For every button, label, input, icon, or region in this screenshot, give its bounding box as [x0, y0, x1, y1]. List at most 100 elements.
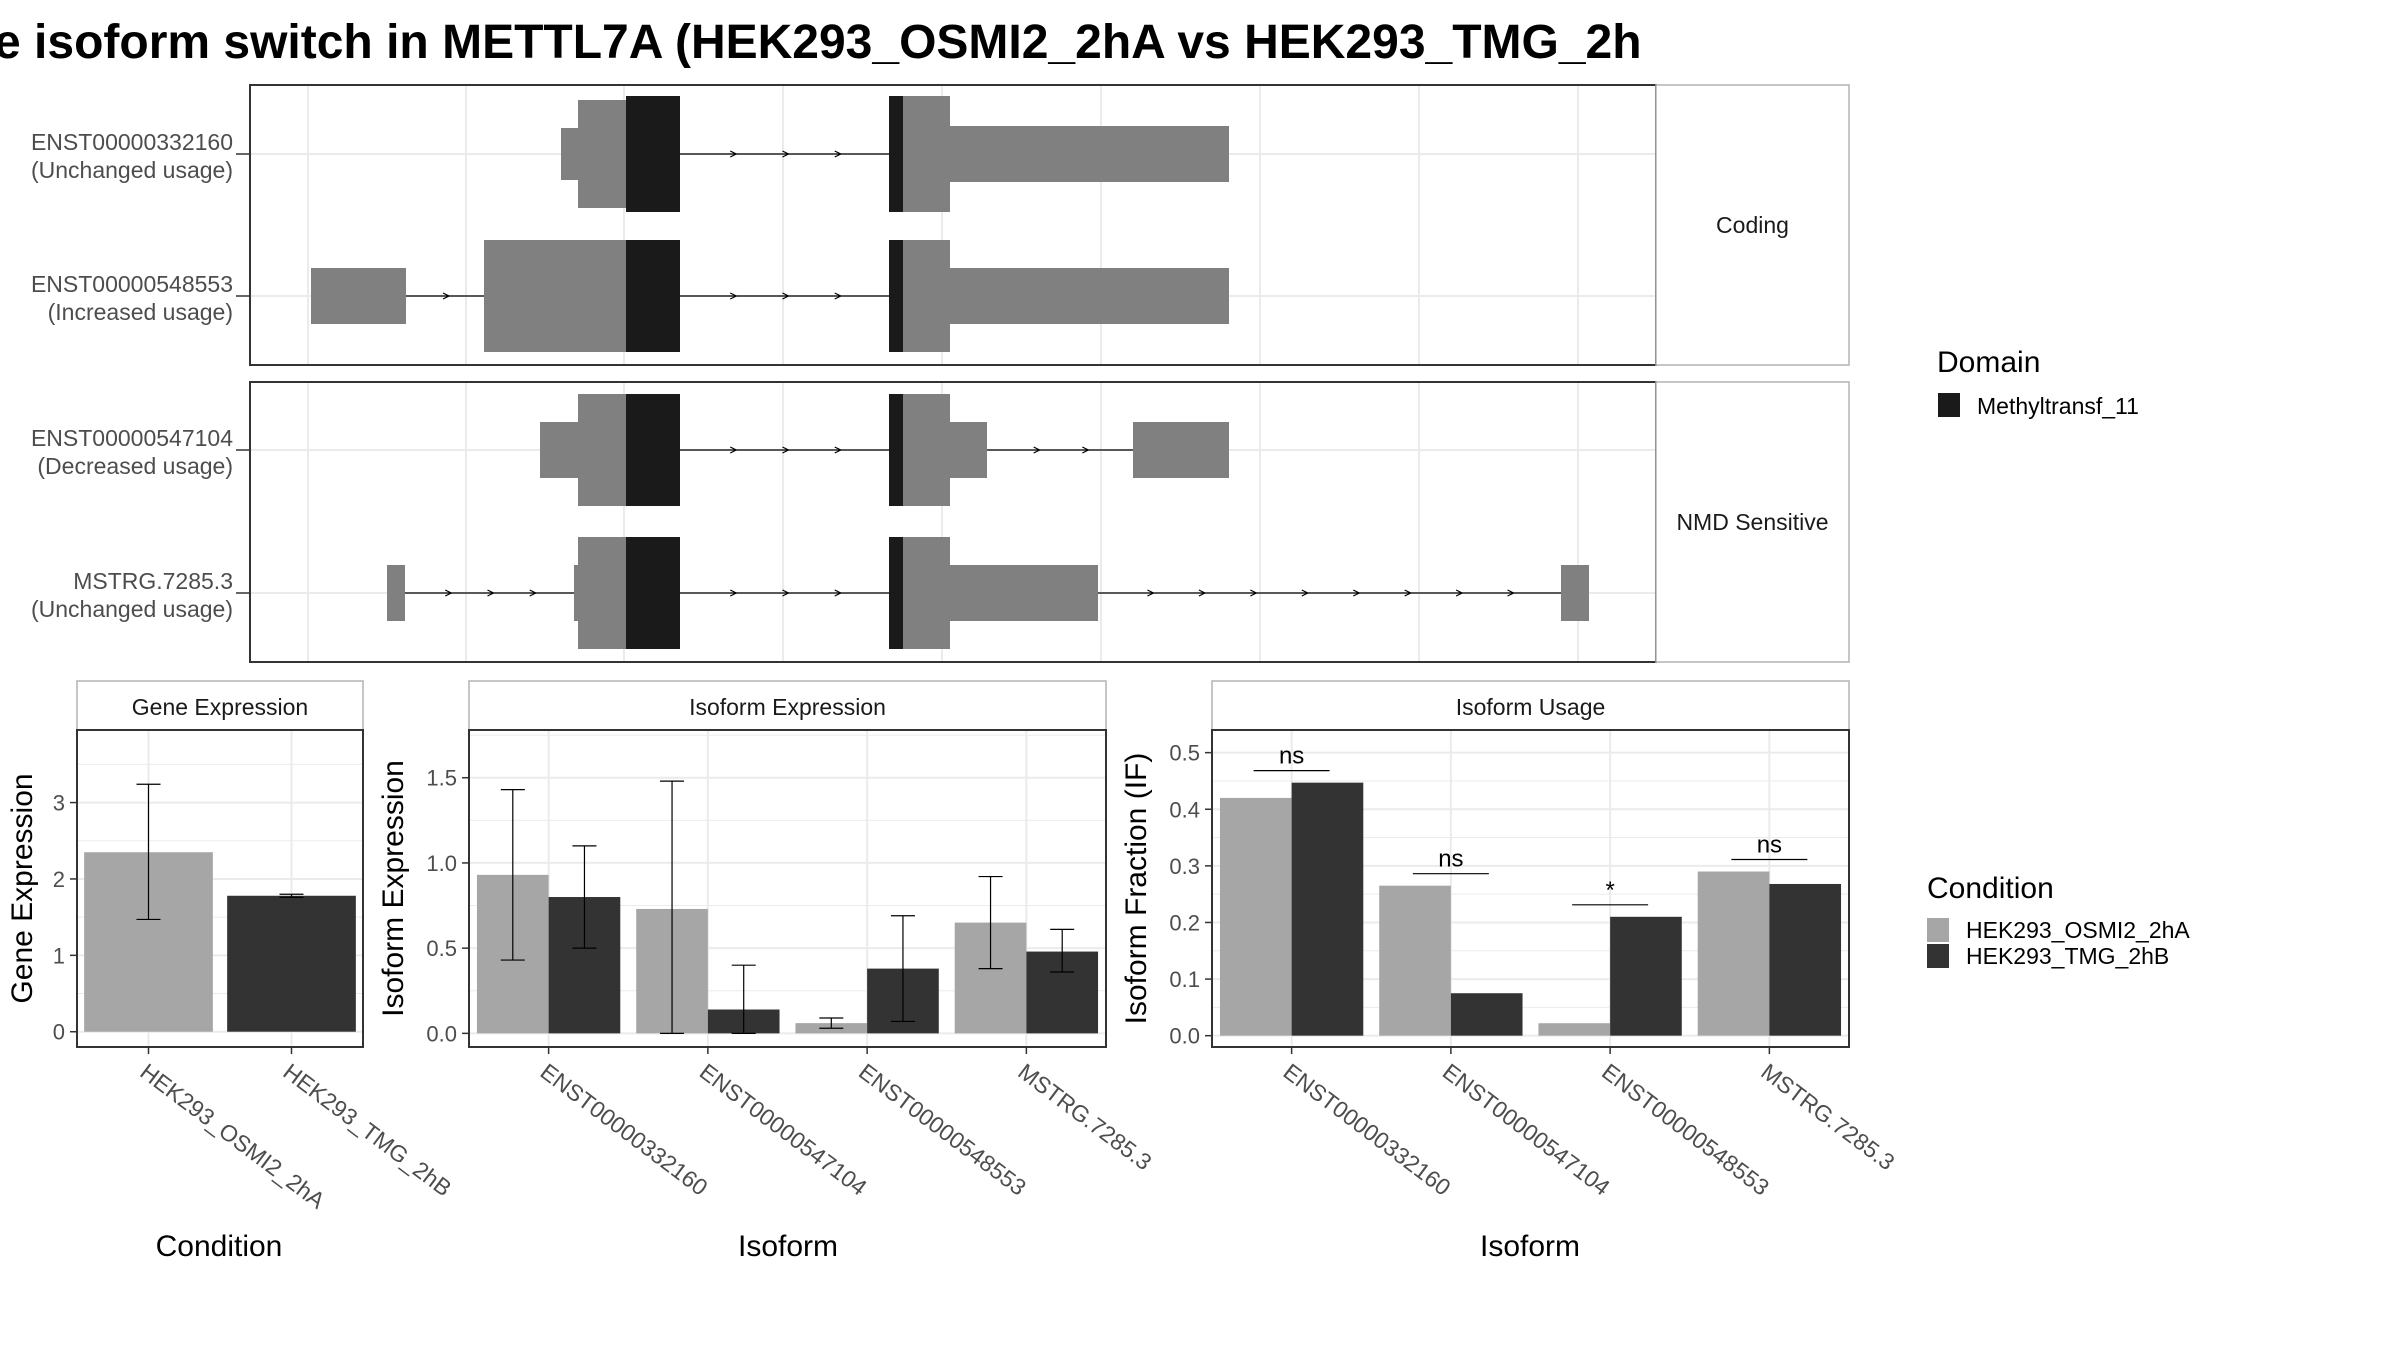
intron-direction-arrow [729, 150, 738, 158]
domain-exon-block [626, 96, 680, 212]
x-tick-label: ENST00000547104 [1438, 1058, 1615, 1200]
intron-direction-arrow [782, 589, 790, 597]
domain-legend: Domain Methyltransf_11 [1937, 346, 2139, 419]
exon-block-2 [484, 240, 579, 352]
facet-strip [76, 680, 364, 731]
domain-exon-block [889, 394, 903, 506]
y-tick-label: 1.5 [426, 766, 457, 791]
condition-legend-swatch-1 [1927, 918, 1949, 942]
x-axis-label: Isoform [1480, 1230, 1580, 1263]
y-tick-label: 1.0 [426, 851, 457, 876]
intron-direction-arrow [444, 589, 453, 597]
x-tick-label: ENST00000332160 [1279, 1058, 1456, 1200]
intron-direction-arrow [1404, 589, 1413, 597]
significance-label: * [1605, 877, 1614, 904]
condition-legend-title: Condition [1927, 872, 2054, 905]
x-tick-label: ENST00000332160 [536, 1058, 713, 1200]
transcript-usage-label: (Decreased usage) [37, 453, 233, 479]
transcript-usage-label: (Unchanged usage) [31, 157, 233, 183]
domain-exon-block [626, 240, 680, 352]
bar [1697, 871, 1770, 1036]
x-tick-label: ENST00000548553 [1597, 1058, 1774, 1200]
panel-border [468, 729, 1107, 1048]
exon-block-2 [578, 100, 627, 208]
transcript-group-2: ENST00000547104(Decreased usage) MSTRG.72… [31, 381, 1850, 663]
bar [227, 895, 356, 1032]
exon-block-1 [311, 268, 406, 324]
y-axis-label: Gene Expression [6, 773, 39, 1003]
exon-block-5 [903, 96, 950, 212]
x-axis-label: Isoform [738, 1230, 838, 1263]
y-tick-label: 0.2 [1169, 910, 1200, 935]
bar [1769, 883, 1842, 1036]
y-tick-label: 0 [53, 1020, 65, 1045]
intron-direction-arrow [1033, 446, 1042, 454]
bar [1450, 993, 1523, 1036]
panel-border [1211, 729, 1850, 1048]
transcript-id-label: ENST00000332160 [31, 129, 233, 155]
exon-block-3 [578, 240, 627, 352]
exon-block-6 [903, 240, 950, 352]
x-axis-label: Condition [156, 1230, 283, 1263]
y-axis-label: Isoform Expression [377, 760, 410, 1017]
intron-direction-arrow [1198, 589, 1207, 597]
x-tick-label: ENST00000548553 [854, 1058, 1031, 1200]
exon-block-6 [950, 126, 1229, 182]
intron-direction-arrow [1082, 446, 1090, 454]
domain-exon-block [889, 240, 903, 352]
intron-direction-arrow [1352, 589, 1361, 597]
intron-direction-arrow [1507, 589, 1515, 597]
y-tick-label: 0.5 [1169, 741, 1200, 766]
exon-block-2 [578, 394, 627, 506]
domain-legend-label: Methyltransf_11 [1977, 393, 2139, 419]
significance-label: ns [1757, 832, 1782, 859]
transcript-id-label: ENST00000548553 [31, 271, 233, 297]
panel-title: Isoform Expression [689, 694, 886, 720]
bar [1291, 782, 1364, 1036]
intron-direction-arrow [529, 589, 538, 597]
condition-legend-swatch-2 [1927, 944, 1949, 968]
exon-block-5 [903, 394, 950, 506]
intron-direction-arrow [782, 446, 790, 454]
y-tick-label: 0.0 [1169, 1024, 1200, 1049]
intron-direction-arrow [487, 589, 495, 597]
figure-title: e isoform switch in METTL7A (HEK293_OSMI… [0, 16, 1642, 69]
exon-block-7 [1133, 422, 1229, 478]
intron-direction-arrow [834, 589, 843, 597]
condition-legend-label-2: HEK293_TMG_2hB [1966, 943, 2169, 969]
panel-border [76, 729, 364, 1048]
y-tick-label: 1 [53, 943, 65, 968]
exon-block-6 [903, 537, 950, 649]
facet-strip [1655, 381, 1850, 663]
facet-strip-label: Coding [1716, 212, 1789, 238]
transcript-id-label: MSTRG.7285.3 [73, 568, 233, 594]
bar-panel-2: Isoform Expression 0.0 0.5 1.0 1.5 ENST000003… [377, 680, 1157, 1263]
y-tick-label: 0.4 [1169, 797, 1200, 822]
x-tick-label: MSTRG.7285.3 [1013, 1058, 1156, 1175]
facet-strip [1211, 680, 1850, 731]
domain-exon-block [889, 96, 903, 212]
y-tick-label: 0.0 [426, 1021, 457, 1046]
domain-exon-block [889, 537, 903, 649]
transcript-structure-panel: ENST00000332160(Unchanged usage)ENST0000… [31, 84, 1850, 663]
bar-panel-3: Isoform Usage ns ns * ns 0.0 0.1 0.2 0.3 0.4 0.5 EN… [1120, 680, 1900, 1263]
bar [1538, 1023, 1611, 1036]
intron-direction-arrow [1455, 589, 1464, 597]
transcript-usage-label: (Unchanged usage) [31, 596, 233, 622]
exon-block-1 [387, 565, 405, 621]
intron-direction-arrow [729, 292, 738, 300]
transcript-id-label: ENST00000547104 [31, 425, 233, 451]
intron-direction-arrow [729, 446, 738, 454]
intron-direction-arrow [834, 446, 843, 454]
bar [1219, 797, 1292, 1036]
intron-direction-arrow [442, 292, 451, 300]
exon-block-1 [540, 422, 579, 478]
transcript-group-1: ENST00000332160(Unchanged usage) ENST0000… [31, 84, 1850, 366]
intron-direction-arrow [1147, 589, 1155, 597]
exon-block-7 [950, 268, 1229, 324]
intron-direction-arrow [1301, 589, 1310, 597]
x-tick-label: MSTRG.7285.3 [1756, 1058, 1899, 1175]
x-tick-label: ENST00000547104 [695, 1058, 872, 1200]
domain-exon-block [626, 537, 680, 649]
